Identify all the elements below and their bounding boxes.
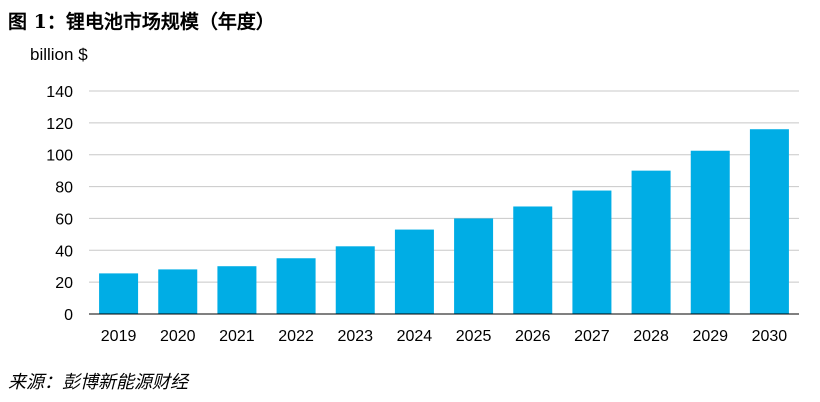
bar-2019 <box>99 273 139 314</box>
bar-2024 <box>394 229 434 314</box>
y-axis-ticks: 0 20 40 60 80 100 120 140 <box>46 84 73 324</box>
bar-2021 <box>217 266 257 314</box>
bar-2022 <box>276 258 316 314</box>
y-tick-label: 60 <box>55 211 73 228</box>
bar-2027 <box>572 190 612 314</box>
bar-2030 <box>749 129 789 314</box>
y-tick-label: 80 <box>55 180 73 197</box>
x-tick-label: 2024 <box>397 328 433 345</box>
x-axis-ticks: 2019 2020 2021 2022 2023 2024 2025 2026 2027 2028… <box>101 328 788 345</box>
bar-2028 <box>631 170 671 314</box>
y-tick-label: 40 <box>55 243 73 260</box>
y-tick-label: 0 <box>64 307 73 324</box>
bar-2023 <box>335 246 375 314</box>
x-tick-label: 2021 <box>219 328 255 345</box>
figure-title: 图 1：锂电池市场规模（年度） <box>8 11 275 33</box>
y-axis-unit-label: billion $ <box>30 45 88 64</box>
bar-2020 <box>158 269 198 314</box>
x-tick-label: 2029 <box>692 328 728 345</box>
y-tick-label: 140 <box>46 84 73 101</box>
x-tick-label: 2028 <box>633 328 669 345</box>
bar-2029 <box>690 150 730 314</box>
gridlines <box>89 90 799 283</box>
x-tick-label: 2023 <box>337 328 373 345</box>
x-tick-label: 2030 <box>752 328 788 345</box>
y-tick-label: 100 <box>46 148 73 165</box>
bar-2026 <box>513 206 553 314</box>
x-tick-label: 2026 <box>515 328 551 345</box>
y-tick-label: 20 <box>55 275 73 292</box>
x-tick-label: 2022 <box>278 328 314 345</box>
x-tick-label: 2025 <box>456 328 492 345</box>
bar-2025 <box>454 218 494 314</box>
y-tick-label: 120 <box>46 116 73 133</box>
x-tick-label: 2019 <box>101 328 137 345</box>
x-tick-label: 2027 <box>574 328 610 345</box>
source-note: 来源：彭博新能源财经 <box>8 372 188 393</box>
bars <box>99 129 789 314</box>
x-tick-label: 2020 <box>160 328 196 345</box>
